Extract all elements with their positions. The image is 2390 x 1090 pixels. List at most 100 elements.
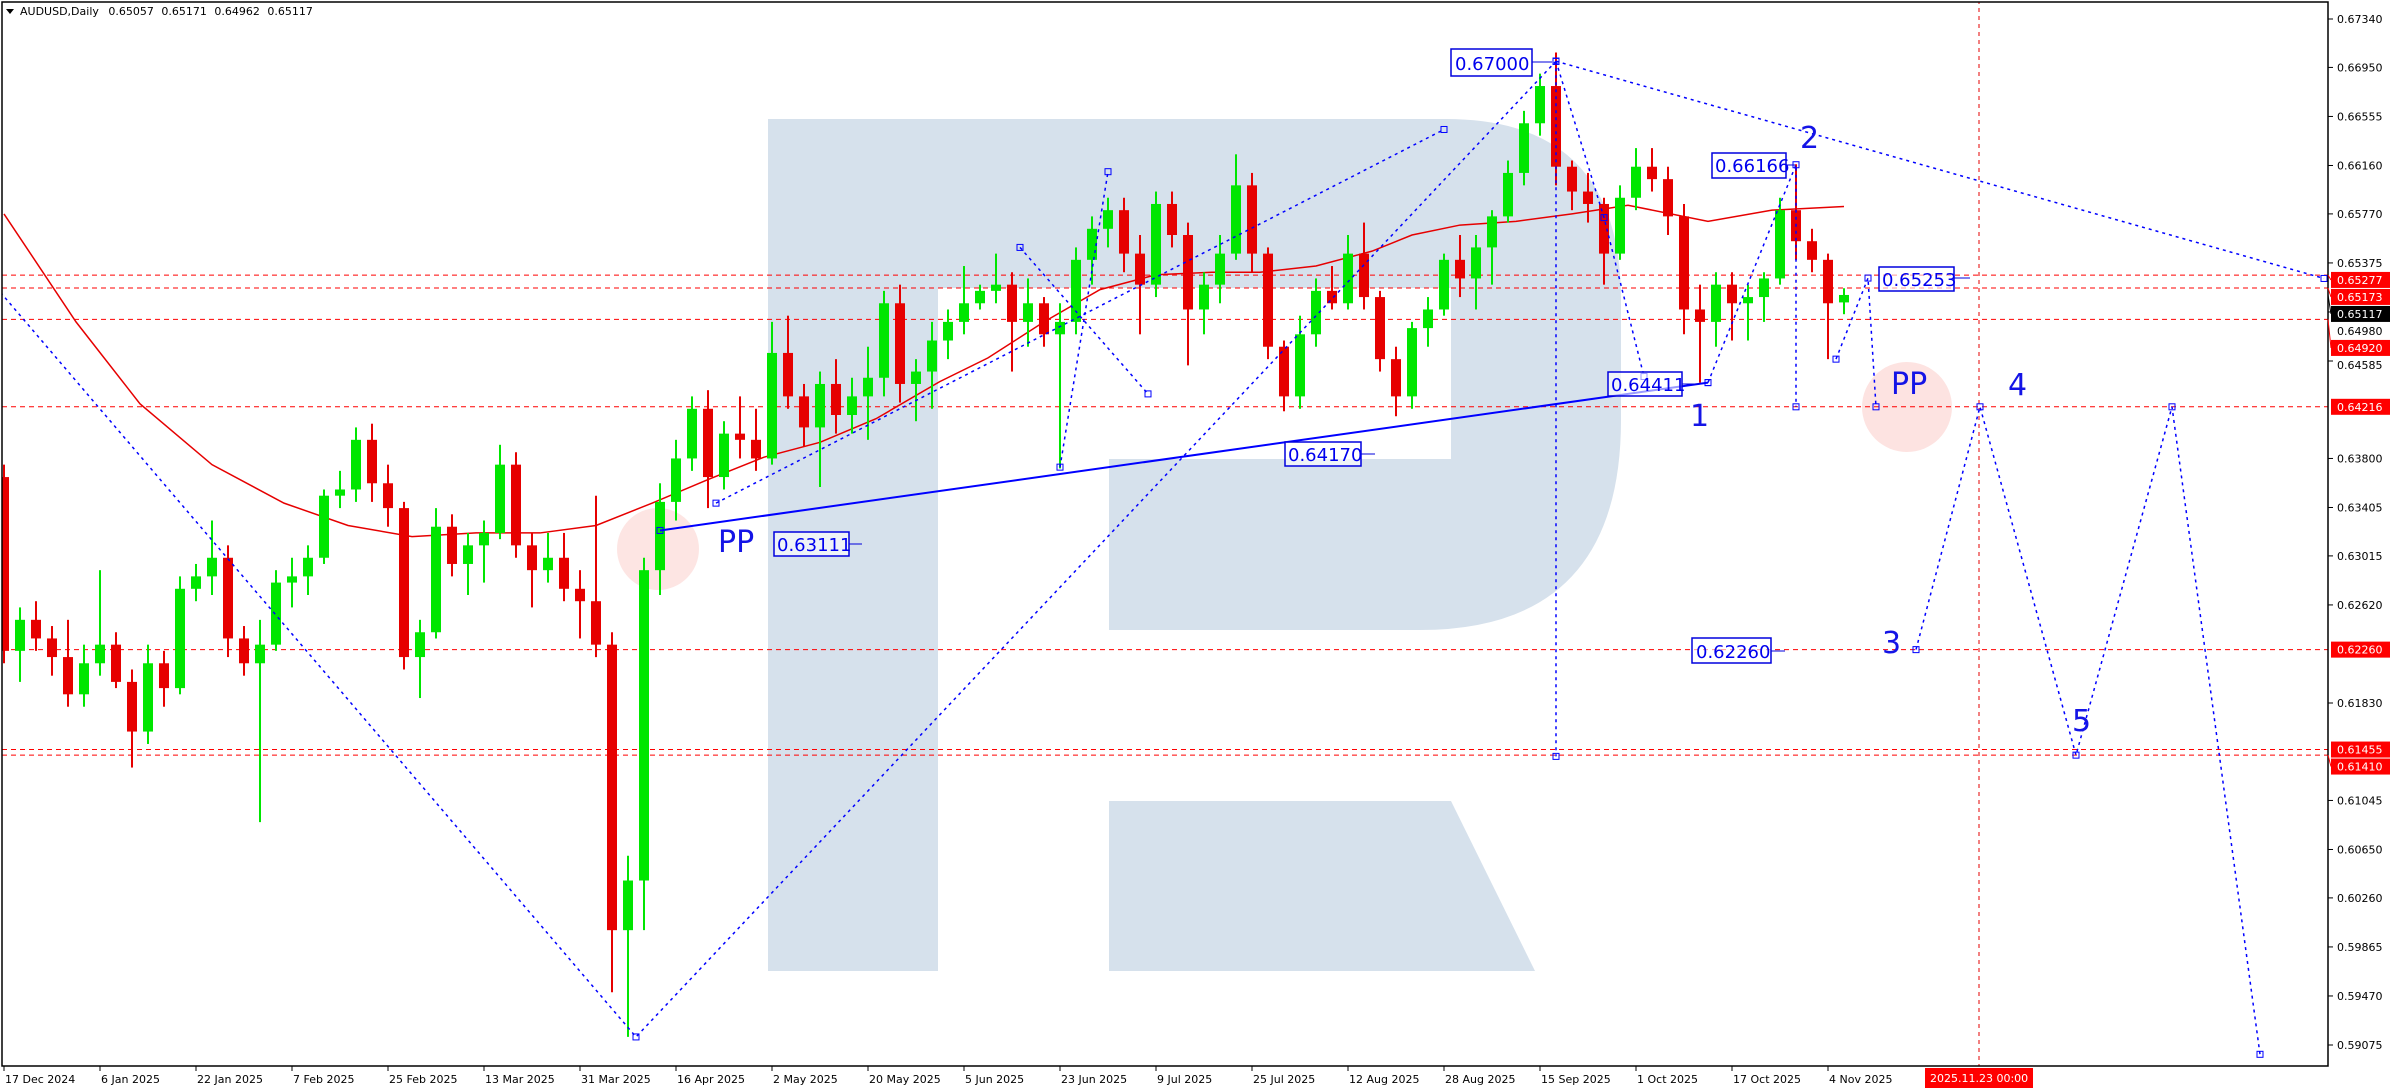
anchor-point[interactable]: [1440, 125, 1448, 133]
anchor-point[interactable]: [1872, 403, 1880, 411]
candle: [1151, 191, 1161, 298]
anchor-point[interactable]: [1056, 463, 1064, 471]
y-tick-label: 0.61830: [2337, 697, 2383, 710]
anchor-point[interactable]: [1864, 274, 1872, 282]
candle: [399, 501, 409, 670]
chart-header-text: AUDUSD,Daily 0.65057 0.65171 0.64962 0.6…: [20, 5, 313, 18]
level-price-text: 0.65277: [2337, 274, 2383, 287]
candle: [543, 532, 553, 583]
candles: [2, 52, 1849, 1037]
wave-label-1: 1: [1690, 399, 1709, 434]
candle: [1327, 266, 1337, 310]
candle-body: [1119, 210, 1129, 254]
candle-body: [1375, 297, 1385, 360]
price-axis[interactable]: 0.67340 0.66950 0.66555 0.66160 0.65770 0.653…: [2327, 13, 2390, 1052]
trend-line[interactable]: [659, 381, 1709, 532]
candle: [1311, 278, 1321, 347]
price-box-pp-left-text: 0.63111: [777, 535, 851, 556]
price-box-aug-low[interactable]: 0.64170: [1284, 441, 1375, 467]
anchor-point[interactable]: [1912, 646, 1920, 654]
candle: [879, 290, 889, 397]
anchor-point[interactable]: [1832, 355, 1840, 363]
anchor-point[interactable]: [2072, 751, 2080, 759]
anchor-point[interactable]: [1552, 752, 1560, 760]
anchor-point[interactable]: [1976, 403, 1984, 411]
candle-body: [1839, 294, 1849, 303]
anchor-point[interactable]: [1552, 57, 1560, 65]
y-tick-label: 0.65770: [2337, 208, 2383, 221]
level-price-text: 0.61455: [2337, 744, 2383, 757]
price-box-top[interactable]: 0.67000: [1450, 48, 1552, 77]
anchor-point[interactable]: [1144, 390, 1152, 398]
candle-body: [479, 532, 489, 546]
candle-body: [431, 526, 441, 633]
y-tick-label: 0.60260: [2337, 892, 2383, 905]
candle: [799, 383, 809, 447]
candle: [623, 855, 633, 1037]
candle: [1343, 235, 1353, 310]
x-tick-label: 13 Mar 2025: [485, 1073, 555, 1086]
dotted-forecast-line[interactable]: [1555, 60, 2325, 280]
anchor-point[interactable]: [656, 526, 664, 534]
dotted-forecast-line[interactable]: [1059, 171, 1109, 468]
candle-body: [847, 396, 857, 415]
anchor-point[interactable]: [1016, 243, 1024, 251]
annotation-lines[interactable]: [0, 57, 2328, 1058]
dotted-forecast-line[interactable]: [1019, 246, 1149, 395]
time-axis[interactable]: 17 Dec 2024 6 Jan 2025 22 Jan 2025 7 Feb 20…: [3, 1066, 1892, 1086]
candle: [1839, 288, 1849, 315]
price-box-target[interactable]: 0.65253: [1878, 266, 1970, 292]
x-tick-label: 7 Feb 2025: [293, 1073, 354, 1086]
candle: [735, 396, 745, 459]
dotted-forecast-line[interactable]: [1915, 403, 2261, 1055]
dotted-forecast-line[interactable]: [715, 128, 1445, 504]
plot-area: 0.67000 0.66166 0.65253 0.64411 0.64170 …: [0, 2, 2328, 1066]
dropdown-triangle-icon[interactable]: [6, 9, 14, 14]
candle: [559, 532, 569, 602]
candle: [1391, 346, 1401, 417]
anchor-point[interactable]: [2256, 1050, 2264, 1058]
price-box-wave3[interactable]: 0.62260: [1691, 637, 1785, 664]
candle-body: [1647, 166, 1657, 180]
y-tick-label: 0.59470: [2337, 990, 2383, 1003]
dotted-forecast-line[interactable]: [1555, 60, 1645, 377]
pp-circle-right: [1862, 362, 1952, 452]
anchor-point[interactable]: [1792, 403, 1800, 411]
candle: [1423, 297, 1433, 347]
candle: [1519, 110, 1529, 186]
close-value: 0.65117: [267, 5, 313, 18]
candle: [1775, 197, 1785, 285]
wave-label-pp-right: PP: [1891, 367, 1927, 402]
candle-body: [1471, 247, 1481, 279]
dotted-forecast-line[interactable]: [1835, 277, 1877, 407]
price-box-pp-left[interactable]: 0.63111: [773, 531, 862, 557]
candle: [1727, 272, 1737, 341]
anchor-point[interactable]: [712, 499, 720, 507]
x-tick-label: 1 Oct 2025: [1637, 1073, 1698, 1086]
candle-body: [1151, 203, 1161, 285]
candle: [95, 570, 105, 676]
candle-body: [239, 638, 249, 664]
candle-body: [1535, 86, 1545, 124]
candle-body: [255, 644, 265, 664]
price-box-wave2[interactable]: 0.66166: [1711, 152, 1795, 179]
candle: [191, 563, 201, 602]
candle-body: [335, 489, 345, 496]
anchor-point[interactable]: [1704, 379, 1712, 387]
watermark-logo-r-body: [768, 119, 1621, 971]
anchor-point[interactable]: [2168, 403, 2176, 411]
candle: [223, 545, 233, 658]
candle: [1183, 222, 1193, 366]
anchor-point[interactable]: [1104, 168, 1112, 176]
candle: [815, 371, 825, 487]
candle-body: [1631, 166, 1641, 198]
candle: [431, 508, 441, 639]
anchor-point[interactable]: [1600, 214, 1608, 222]
price-box-wave1[interactable]: 0.64411: [1607, 371, 1700, 397]
x-tick-label: 9 Jul 2025: [1157, 1073, 1212, 1086]
dotted-forecast-line[interactable]: [1707, 164, 1797, 407]
candle-body: [1615, 197, 1625, 254]
anchor-point[interactable]: [2320, 274, 2328, 282]
anchor-point[interactable]: [632, 1033, 640, 1041]
